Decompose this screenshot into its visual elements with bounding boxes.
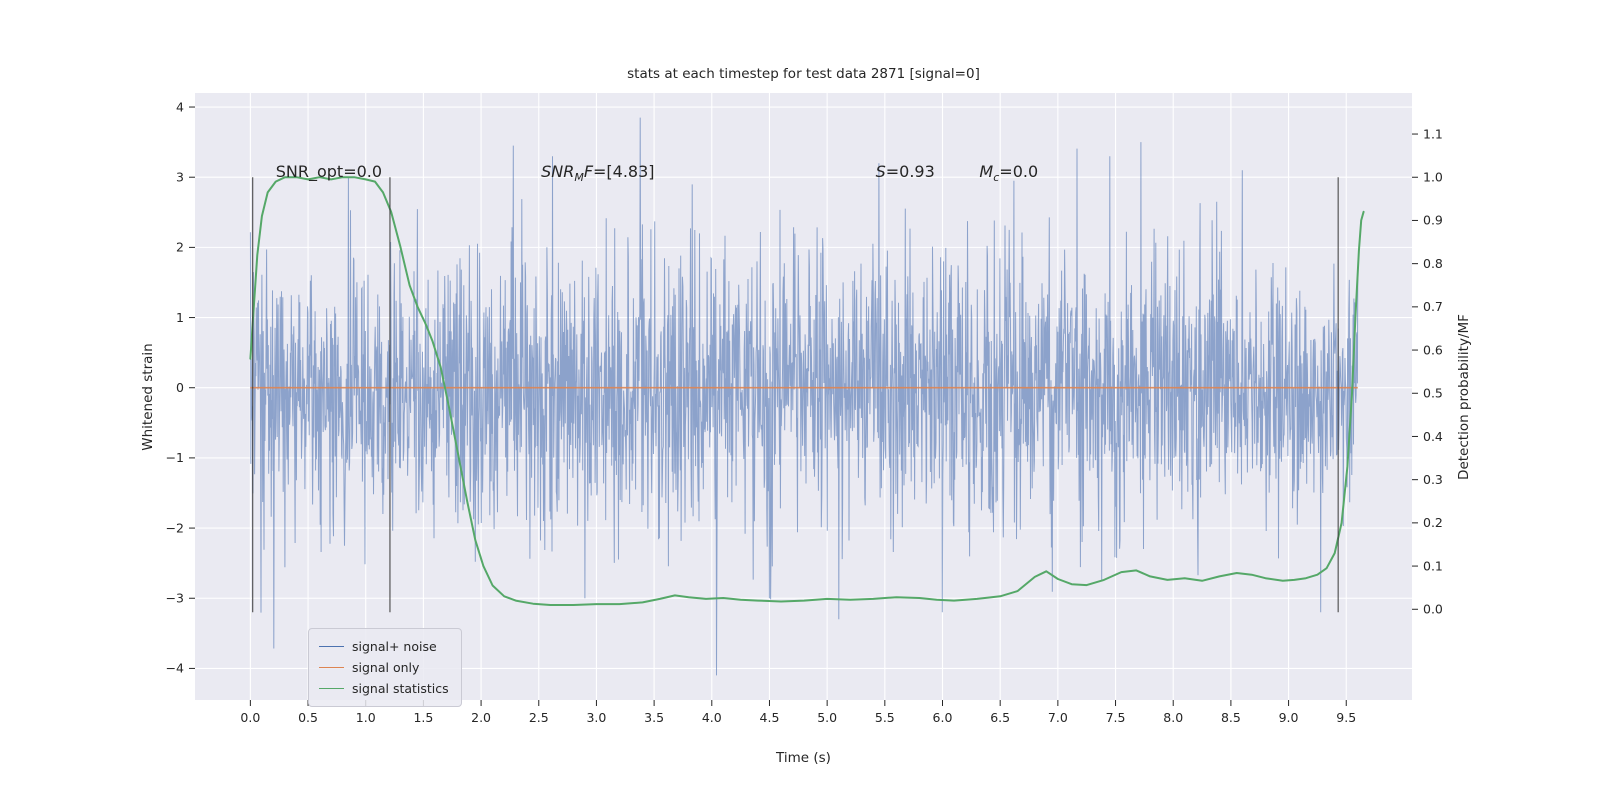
svg-text:7.5: 7.5 (1106, 710, 1126, 725)
svg-text:0.6: 0.6 (1423, 342, 1443, 357)
svg-text:1.0: 1.0 (356, 710, 376, 725)
svg-text:3.5: 3.5 (644, 710, 664, 725)
svg-text:7.0: 7.0 (1048, 710, 1068, 725)
svg-text:4.5: 4.5 (760, 710, 780, 725)
svg-text:1: 1 (176, 310, 184, 325)
svg-text:−1: −1 (166, 450, 184, 465)
svg-text:0.7: 0.7 (1423, 299, 1443, 314)
svg-text:8.0: 8.0 (1163, 710, 1183, 725)
legend-swatch-signal-statistics-icon (319, 688, 344, 689)
legend-label-signal-noise: signal+ noise (352, 639, 437, 654)
svg-text:4.0: 4.0 (702, 710, 722, 725)
svg-text:0.5: 0.5 (1423, 386, 1443, 401)
svg-text:3.0: 3.0 (586, 710, 606, 725)
svg-text:−3: −3 (166, 591, 184, 606)
legend-item-signal-only: signal only (319, 657, 449, 678)
svg-text:8.5: 8.5 (1221, 710, 1241, 725)
svg-text:5.5: 5.5 (875, 710, 895, 725)
svg-text:0: 0 (176, 380, 184, 395)
legend-item-signal-noise: signal+ noise (319, 636, 449, 657)
x-axis-label: Time (s) (776, 750, 831, 766)
svg-text:3: 3 (176, 170, 184, 185)
svg-text:9.0: 9.0 (1279, 710, 1299, 725)
legend-swatch-signal-only-icon (319, 667, 344, 668)
svg-text:0.4: 0.4 (1423, 429, 1443, 444)
svg-text:0.2: 0.2 (1423, 515, 1443, 530)
svg-text:0.1: 0.1 (1423, 558, 1443, 573)
svg-text:2: 2 (176, 240, 184, 255)
legend: signal+ noise signal only signal statist… (308, 628, 462, 707)
svg-text:4: 4 (176, 99, 184, 114)
svg-text:0.8: 0.8 (1423, 256, 1443, 271)
svg-text:1.0: 1.0 (1423, 170, 1443, 185)
chart-title: stats at each timestep for test data 287… (627, 66, 980, 82)
svg-text:2.5: 2.5 (529, 710, 549, 725)
svg-text:9.5: 9.5 (1336, 710, 1356, 725)
svg-text:0.3: 0.3 (1423, 472, 1443, 487)
svg-text:1.1: 1.1 (1423, 126, 1443, 141)
legend-label-signal-only: signal only (352, 660, 420, 675)
y-axis-label-right: Detection probability/MF (1456, 314, 1472, 480)
svg-text:0.0: 0.0 (240, 710, 260, 725)
svg-text:2.0: 2.0 (471, 710, 491, 725)
svg-text:0.5: 0.5 (298, 710, 318, 725)
legend-label-signal-statistics: signal statistics (352, 681, 449, 696)
svg-text:5.0: 5.0 (817, 710, 837, 725)
svg-text:6.0: 6.0 (933, 710, 953, 725)
legend-item-signal-statistics: signal statistics (319, 678, 449, 699)
svg-text:6.5: 6.5 (990, 710, 1010, 725)
legend-swatch-signal-noise-icon (319, 646, 344, 647)
svg-text:0.9: 0.9 (1423, 213, 1443, 228)
svg-text:−2: −2 (166, 520, 184, 535)
svg-text:0.0: 0.0 (1423, 602, 1443, 617)
svg-text:−4: −4 (166, 661, 184, 676)
svg-text:1.5: 1.5 (413, 710, 433, 725)
y-axis-label-left: Whitened strain (140, 343, 156, 451)
